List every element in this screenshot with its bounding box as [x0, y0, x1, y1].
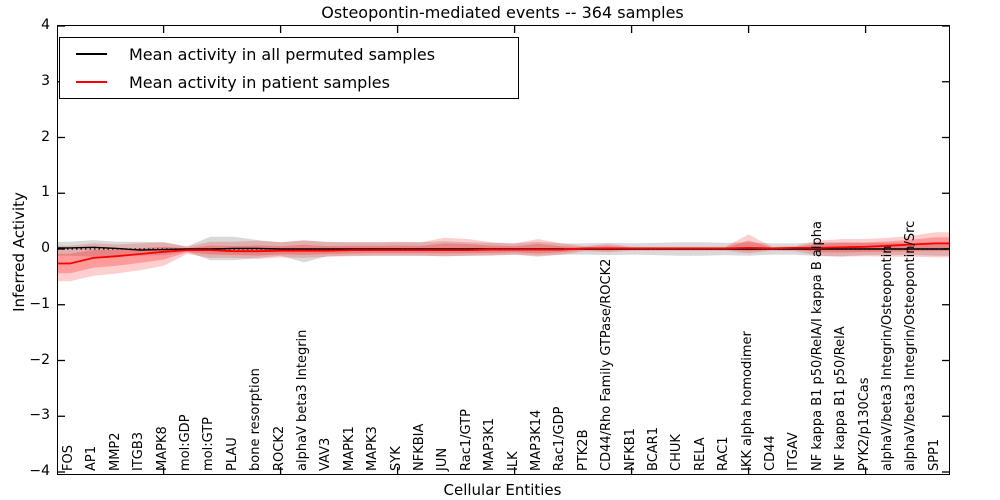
legend-label-patient: Mean activity in patient samples	[129, 72, 390, 92]
x-tick-label: MAPK8	[154, 426, 170, 471]
x-tick-label: bone resorption	[248, 368, 264, 471]
x-tick-label: MAPK3	[365, 426, 381, 471]
legend-item-patient: Mean activity in patient samples	[60, 68, 518, 96]
chart-title: Osteopontin-mediated events -- 364 sampl…	[321, 3, 684, 22]
plot-area	[57, 25, 950, 475]
y-tick-label: 2	[41, 128, 50, 145]
legend-label-permuted: Mean activity in all permuted samples	[129, 44, 436, 64]
x-axis-title: Cellular Entities	[443, 481, 562, 499]
x-tick-label: mol:GTP	[201, 417, 217, 471]
y-tick-label: 3	[41, 72, 50, 89]
x-tick-label: ILK	[505, 451, 521, 471]
x-tick-label: CD44/Rho Family GTPase/ROCK2	[599, 258, 615, 471]
x-tick-label: MAP3K14	[529, 409, 544, 471]
x-tick-label: RELA	[692, 437, 708, 471]
x-tick-label: IKK alpha homodimer	[739, 331, 755, 471]
x-tick-label: BCAR1	[646, 427, 661, 471]
y-tick-label: −1	[29, 295, 50, 312]
x-tick-label: NF kappa B1 p50/RelA/I kappa B alpha	[809, 221, 825, 471]
x-tick-label: SPP1	[926, 438, 942, 471]
y-tick-label: 0	[41, 240, 50, 256]
legend: Mean activity in all permuted samples Me…	[59, 37, 519, 99]
y-tick-label: 1	[41, 184, 50, 201]
y-tick-label: −3	[29, 407, 50, 424]
patient-std-band-outer	[58, 232, 949, 282]
y-tick-label: −2	[29, 351, 50, 368]
x-tick-label: MMP2	[107, 432, 123, 471]
x-tick-label: JUN	[435, 447, 451, 471]
x-tick-label: ITGAV	[786, 432, 802, 471]
patient-std-band-inner	[58, 237, 949, 274]
x-tick-label: Rac1/GTP	[458, 409, 474, 471]
x-tick-label: VAV3	[318, 437, 334, 471]
x-tick-label: RAC1	[716, 436, 732, 471]
chart-canvas	[58, 26, 949, 474]
x-tick-label: alphaV/beta3 Integrin/Osteopontin	[880, 245, 895, 471]
x-tick-label: AP1	[84, 445, 100, 471]
x-tick-label: SYK	[388, 446, 404, 471]
x-tick-label: MAP3K1	[482, 417, 498, 471]
patient-line-swatch	[76, 81, 107, 83]
x-tick-label: CD44	[763, 435, 778, 471]
x-tick-label: PYK2/p130Cas	[856, 377, 872, 471]
patient-mean-line	[58, 242, 949, 265]
x-tick-label: CHUK	[669, 434, 685, 471]
x-tick-label: ITGB3	[131, 431, 147, 471]
legend-item-permuted: Mean activity in all permuted samples	[60, 40, 518, 68]
x-tick-label: NF kappa B1 p50/RelA	[833, 326, 849, 471]
x-tick-label: ROCK2	[271, 425, 287, 471]
permuted-line-swatch	[76, 53, 107, 55]
y-tick-label: −4	[29, 463, 50, 479]
x-tick-label: alphaV/beta3 Integrin/Osteopontin/Src	[903, 220, 919, 471]
x-tick-label: NFKBIA	[412, 423, 427, 471]
x-tick-label: NFKB1	[622, 428, 638, 471]
x-tick-label: Rac1/GDP	[552, 406, 568, 471]
x-tick-label: PLAU	[224, 437, 240, 471]
x-tick-label: PTK2B	[575, 429, 591, 472]
x-tick-label: alphaV beta3 Integrin	[295, 329, 310, 471]
x-tick-label: MAPK1	[341, 426, 357, 471]
y-tick-label: 4	[41, 17, 50, 33]
x-tick-label: FOS	[61, 445, 76, 471]
x-tick-label: mol:GDP	[178, 414, 193, 471]
